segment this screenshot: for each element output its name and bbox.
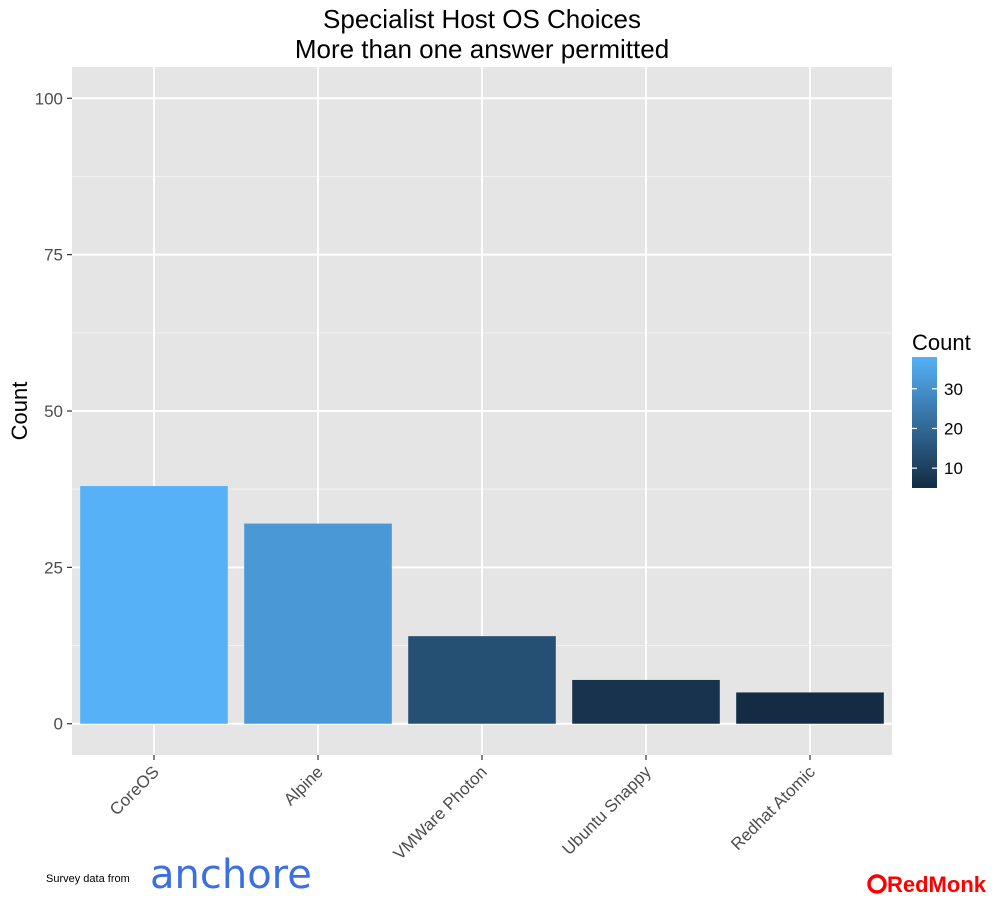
bar-ubuntu-snappy bbox=[572, 679, 720, 724]
legend-tick-label: 20 bbox=[944, 419, 963, 438]
legend-colorbar bbox=[912, 357, 937, 488]
legend: Count 30 20 10 bbox=[912, 330, 971, 488]
x-tick-label: Redhat Atomic bbox=[727, 762, 819, 854]
y-tick-label: 25 bbox=[44, 558, 63, 577]
redmonk-logo-group: RedMonk bbox=[867, 872, 987, 897]
legend-tick-label: 10 bbox=[944, 459, 963, 478]
y-tick-label: 50 bbox=[44, 402, 63, 421]
bar-alpine bbox=[244, 523, 392, 724]
redmonk-mark-icon bbox=[867, 874, 887, 894]
x-tick-label: Ubuntu Snappy bbox=[559, 762, 656, 859]
footer: Survey data from anchore RedMonk bbox=[46, 852, 987, 898]
bars bbox=[80, 486, 884, 724]
legend-title: Count bbox=[912, 330, 971, 355]
y-tick-label: 0 bbox=[54, 715, 63, 734]
x-tick-label: Alpine bbox=[280, 762, 327, 809]
x-tick-label: VMWare Photon bbox=[390, 762, 491, 863]
x-tick-label: CoreOS bbox=[106, 762, 163, 819]
y-tick-label: 75 bbox=[44, 246, 63, 265]
redmonk-logo: RedMonk bbox=[887, 872, 987, 897]
bar-coreos bbox=[80, 486, 228, 724]
y-tick-label: 100 bbox=[35, 89, 63, 108]
chart-title: Specialist Host OS Choices bbox=[323, 4, 641, 34]
anchore-logo: anchore bbox=[150, 852, 312, 898]
y-axis-title: Count bbox=[7, 382, 32, 441]
legend-tick-label: 30 bbox=[944, 380, 963, 399]
y-axis: 0 25 50 75 100 bbox=[35, 89, 72, 734]
bar-redhat-atomic bbox=[736, 692, 884, 724]
chart-subtitle: More than one answer permitted bbox=[295, 34, 669, 64]
bar-vmware-photon bbox=[408, 636, 556, 724]
source-label: Survey data from bbox=[46, 873, 130, 885]
x-axis: CoreOS Alpine VMWare Photon Ubuntu Snappy Re… bbox=[106, 755, 819, 864]
legend-ticks: 30 20 10 bbox=[912, 380, 963, 478]
